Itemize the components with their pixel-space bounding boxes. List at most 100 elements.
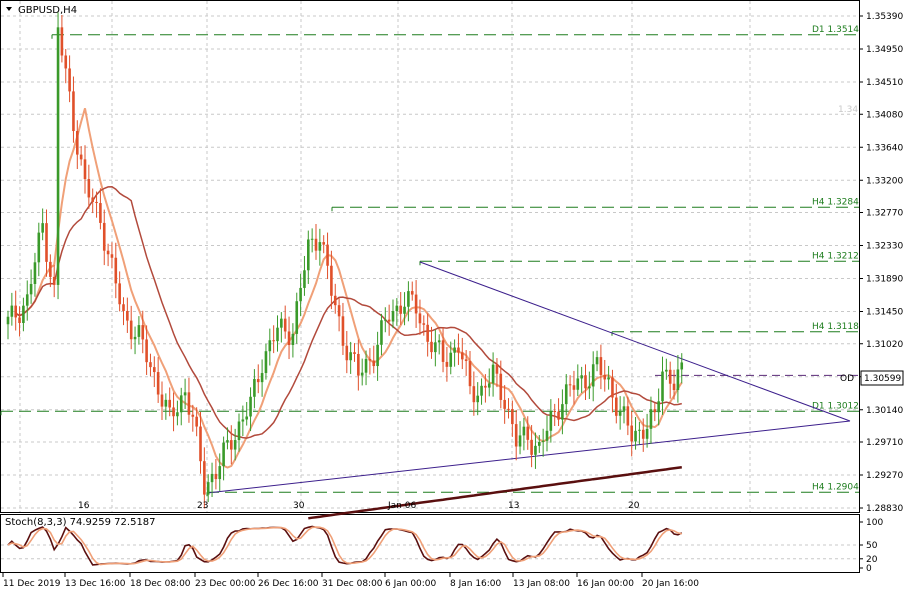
candle-body [468,360,472,387]
candle-body [268,340,272,352]
candle-body [410,291,414,295]
candle-body [118,283,121,305]
candles [6,12,684,509]
candle-body [645,428,649,439]
candle-body [526,426,530,440]
candle-body [153,367,156,373]
candle-body [233,440,237,450]
candle-body [368,358,372,361]
candle-body [399,305,402,314]
price-tick-label: 1.35390 [866,12,903,22]
candle-body [29,283,33,295]
candle-body [445,361,449,367]
candle-body [591,364,595,387]
candle-body [22,305,25,324]
candle-body [461,352,464,360]
candle-body [64,55,68,69]
candle-body [480,385,483,396]
candle-body [91,197,94,202]
price-axis: 1.35390 1.34950 1.34510 1.34080 1.33640 1.332… [859,12,903,514]
candle-body [422,323,426,325]
candle-body [60,27,64,56]
current-price-label: 1.30599 [864,374,901,384]
candle-body [418,313,422,324]
candle-body [522,426,526,436]
candle-body [553,411,556,413]
level-label: D1 1.3012 [812,401,859,411]
candle-body [507,408,510,410]
candle-body [387,319,391,322]
candle-body [172,407,175,417]
candle-body [630,425,633,442]
price-tick-label: 1.32330 [866,242,903,252]
chart-title: GBPUSD,H4 [18,5,77,16]
candle-body [203,461,206,495]
candle-body [245,416,248,420]
candle-body [260,373,264,383]
candle-body [222,442,225,467]
candle-body [237,421,241,441]
candle-body [206,482,210,495]
candle-body [218,466,222,480]
candle-body [561,404,564,420]
bottom-date-label: 31 Dec 08:00 [322,579,383,589]
candle-body [676,369,680,391]
candle-body [380,320,383,345]
candle-body [72,91,75,132]
candle-body [307,239,310,271]
candle-body [83,159,87,180]
triangle-upper-line [419,261,851,422]
candle-body [341,316,345,346]
candle-body [183,392,187,396]
candle-body [611,377,614,398]
candle-body [499,373,503,400]
price-tick-label: 1.32770 [866,209,903,219]
price-tick-label: 1.29710 [866,438,903,448]
price-tick-label: 1.31020 [866,340,903,350]
candle-body [588,386,591,389]
candle-body [176,412,179,417]
candle-body [672,383,676,391]
candle-body [160,394,164,407]
candle-body [333,295,337,306]
candle-body [453,347,456,353]
level-lines: D1 1.3514 H4 1.3284 H4 1.3212 H4 1.3118 D1 1… [0,25,859,497]
candle-body [349,352,352,361]
candle-body [426,324,429,342]
candle-body [476,395,479,403]
candle-body [603,374,607,380]
candle-body [195,416,198,427]
candle-body [276,327,279,342]
stoch-d-line [7,526,682,566]
top-date-label: 16 [78,501,90,511]
candle-body [384,319,387,321]
price-tick-label: 1.31450 [866,308,903,318]
candle-body [345,345,349,361]
level-label: H4 1.2904 [812,482,859,492]
osc-tick-label: 50 [866,541,878,551]
osc-tick-label: 20 [866,555,878,565]
candle-body [437,340,441,343]
candle-body [495,364,499,374]
price-tick-label: 1.33640 [866,143,903,153]
candle-body [56,27,60,285]
candle-body [226,440,229,443]
candle-body [129,320,133,340]
candle-body [564,384,568,405]
candle-body [595,357,599,365]
price-tick-label: 1.34950 [866,45,903,55]
dropdown-arrow-icon[interactable] [6,7,12,11]
candle-body [299,287,302,302]
candle-body [264,351,268,374]
candle-body [37,232,41,263]
candle-body [457,347,460,353]
candle-body [622,406,626,411]
candle-body [572,385,576,390]
price-tick-label: 1.31890 [866,275,903,285]
candle-body [280,318,283,328]
trend-lines [206,261,851,494]
candle-body [403,306,406,314]
candle-body [545,430,549,441]
candle-body [518,435,522,447]
candle-body [241,419,245,422]
